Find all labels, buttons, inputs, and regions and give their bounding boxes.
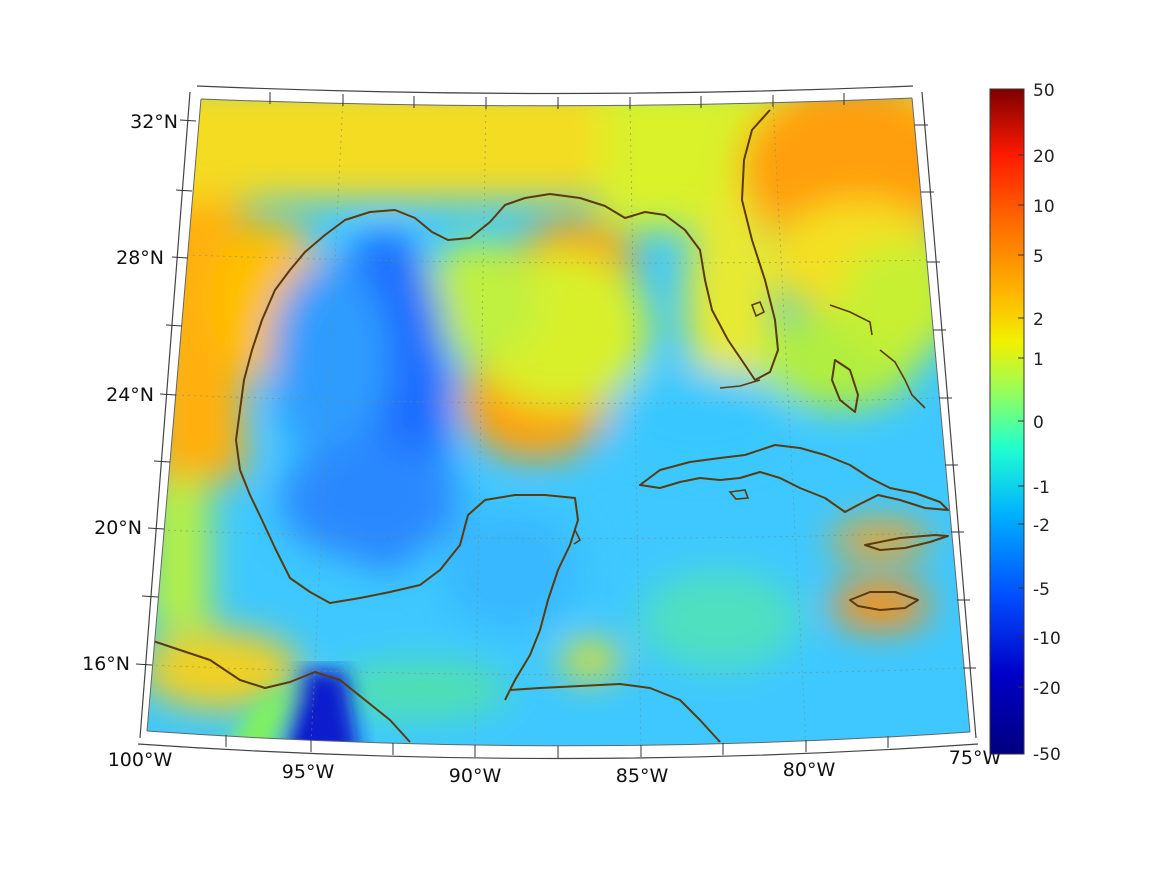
andros <box>831 359 859 413</box>
us-gulf-coast <box>235 109 779 471</box>
map-frame <box>135 85 979 760</box>
colorbar-tick-label: 10 <box>1033 197 1055 217</box>
colorbar-tick-label: -50 <box>1033 745 1061 765</box>
lat-label: 20°N <box>94 517 142 539</box>
eleuthera <box>879 349 926 409</box>
lat-labels: 32°N 28°N 24°N 20°N 16°N <box>82 111 178 675</box>
lon-label: 80°W <box>783 759 836 781</box>
lon-label: 85°W <box>616 765 669 787</box>
colorbar-tick-label: 2 <box>1033 310 1044 330</box>
pacific-coast <box>149 639 411 743</box>
coastlines <box>149 109 949 743</box>
data-field <box>147 98 970 746</box>
colorbar: 50 20 10 5 2 1 0 -1 -2 -5 -10 -20 -50 <box>989 81 1061 765</box>
colorbar-tick-label: -10 <box>1033 629 1061 649</box>
colorbar-tick-label: 50 <box>1033 81 1055 101</box>
lon-labels: 100°W 95°W 90°W 85°W 80°W 75°W <box>108 747 1002 787</box>
colorbar-tick-label: 0 <box>1033 413 1044 433</box>
lat-label: 28°N <box>116 247 164 269</box>
lat-label: 32°N <box>130 111 178 133</box>
colorbar-ticks <box>1018 88 1024 755</box>
lat-label: 24°N <box>106 384 154 406</box>
okeechobee <box>750 300 766 318</box>
lon-label: 95°W <box>282 761 335 783</box>
cozumel <box>573 529 582 545</box>
lat-label: 16°N <box>82 653 130 675</box>
colorbar-tick-label: 20 <box>1033 147 1055 167</box>
lon-label: 100°W <box>108 749 173 771</box>
lon-label: 90°W <box>449 765 502 787</box>
keys <box>719 379 761 389</box>
colorbar-tick-label: 1 <box>1033 350 1044 370</box>
jamaica <box>849 591 919 611</box>
colorbar-tick-label: 5 <box>1033 247 1044 267</box>
colorbar-tick-label: -5 <box>1033 580 1050 600</box>
colorbar-tick-label: -2 <box>1033 516 1050 536</box>
isle-of-youth <box>728 489 750 500</box>
lon-label: 75°W <box>949 747 1002 769</box>
colorbar-tick-label: -20 <box>1033 679 1061 699</box>
central-america-coast <box>509 683 721 743</box>
colorbar-tick-label: -1 <box>1033 478 1050 498</box>
cuba <box>639 444 949 513</box>
abaco <box>829 304 873 336</box>
mexico-gulf-coast <box>239 469 579 701</box>
hispaniola <box>864 534 949 551</box>
